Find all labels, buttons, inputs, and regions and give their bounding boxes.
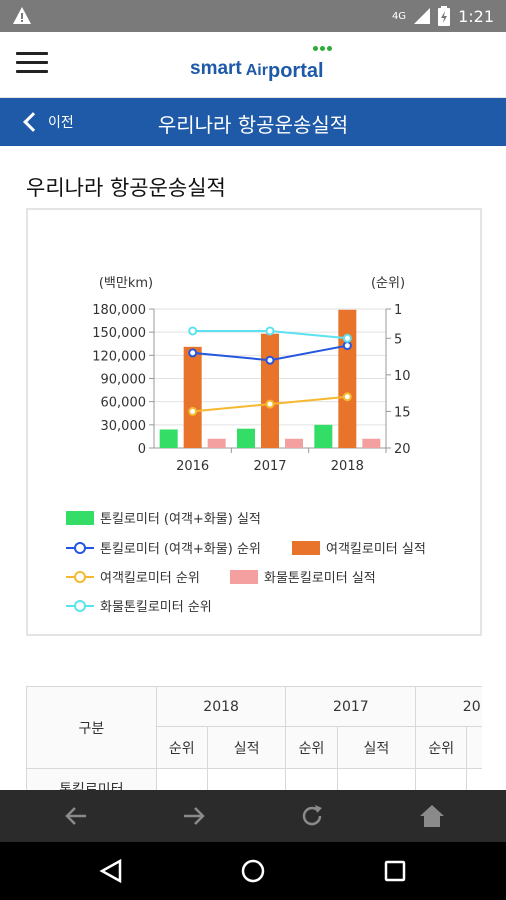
table-year-header: 2016	[415, 686, 482, 727]
legend-item[interactable]: 여객킬로미터 실적	[292, 538, 426, 557]
legend-swatch	[230, 569, 258, 584]
bar	[285, 438, 303, 448]
chevron-left-icon	[23, 112, 43, 132]
table-corner: 구분	[26, 686, 157, 769]
chart-card: 0 30,000 60,000 90,000 120,000 150,000 180,000…	[26, 208, 482, 636]
y-tick-label: 180,000	[92, 303, 146, 318]
smart-airportal-logo[interactable]: smart Air portal	[190, 46, 332, 82]
browser-nav	[0, 790, 506, 842]
circle-home-icon[interactable]	[238, 856, 268, 886]
y-axis-label: (백만km)	[99, 276, 153, 291]
hamburger-icon[interactable]	[16, 52, 48, 78]
y-tick-label: 0	[138, 442, 146, 457]
legend-item[interactable]: 화물톤킬로미터 실적	[230, 567, 376, 586]
back-button[interactable]: 이전	[20, 108, 74, 136]
table-year-header: 2017	[285, 686, 417, 727]
y-tick-label: 120,000	[92, 349, 146, 364]
clock: 1:21	[458, 6, 494, 26]
table-row-label: 톤킬로미터	[26, 768, 157, 790]
square-recents-icon[interactable]	[380, 856, 410, 886]
system-nav-bar	[0, 842, 506, 900]
table-subheader: 순위	[285, 726, 338, 769]
home-icon[interactable]	[418, 802, 446, 830]
legend-label: 여객킬로미터 실적	[326, 542, 426, 557]
warning-icon	[13, 7, 31, 24]
y2-tick-label: 15	[394, 405, 411, 420]
screen-title: 우리나라 항공운송실적	[157, 113, 349, 137]
battery-icon	[438, 6, 451, 26]
y2-axis-label: (순위)	[371, 276, 405, 291]
series-point	[188, 348, 198, 358]
legend-swatch	[66, 599, 94, 613]
series-point	[265, 399, 275, 409]
logo-dots	[312, 46, 332, 51]
series-point	[342, 392, 352, 402]
logo-smart: smart	[190, 58, 242, 79]
legend-item[interactable]: 여객킬로미터 순위	[66, 567, 200, 586]
refresh-icon[interactable]	[298, 802, 326, 830]
bar	[159, 429, 178, 448]
bar	[362, 438, 381, 448]
series-point	[188, 406, 198, 416]
title-bar: 우리나라 항공운송실적 이전	[0, 98, 506, 146]
legend-swatch	[66, 510, 94, 525]
logo-air: Air	[245, 62, 268, 79]
legend-label: 여객킬로미터 순위	[100, 571, 200, 586]
legend-item[interactable]: 톤킬로미터 (여객+화물) 순위	[66, 538, 261, 557]
bar	[314, 424, 333, 448]
y2-tick-label: 5	[394, 332, 402, 347]
y-tick-label: 60,000	[101, 396, 147, 411]
table-year-header: 2018	[155, 686, 287, 727]
table-subheader: 실적	[466, 726, 482, 769]
back-arrow-icon[interactable]	[62, 802, 90, 830]
series-point	[265, 326, 275, 336]
back-label: 이전	[48, 115, 74, 131]
triangle-back-icon[interactable]	[96, 856, 126, 886]
x-tick-label: 2018	[331, 459, 364, 474]
legend-label: 톤킬로미터 (여객+화물) 순위	[100, 542, 261, 557]
y2-tick-label: 1	[394, 303, 402, 318]
table-subheader: 순위	[415, 726, 468, 769]
table-row: 톤킬로미터	[26, 768, 482, 790]
table-subheader: 실적	[206, 726, 287, 769]
status-bar: 4G 1:21	[0, 0, 506, 32]
legend-label: 톤킬로미터 (여객+화물) 실적	[100, 512, 261, 527]
series-point	[342, 333, 352, 343]
forward-arrow-icon[interactable]	[180, 802, 208, 830]
legend-label: 화물톤킬로미터 순위	[100, 600, 212, 615]
legend-item[interactable]: 화물톤킬로미터 순위	[66, 596, 212, 615]
y-tick-label: 150,000	[92, 326, 146, 341]
legend-label: 화물톤킬로미터 실적	[264, 571, 376, 586]
legend-swatch	[66, 541, 94, 555]
legend-swatch	[292, 540, 320, 555]
x-tick-label: 2016	[176, 459, 209, 474]
y-tick-label: 30,000	[101, 419, 147, 434]
signal-icon	[414, 8, 431, 24]
table-subheader: 실적	[336, 726, 417, 769]
page-heading: 우리나라 항공운송실적	[26, 176, 226, 200]
table-subheader: 순위	[155, 726, 208, 769]
logo-portal: portal	[267, 60, 324, 82]
chart: 0 30,000 60,000 90,000 120,000 150,000 180,000…	[92, 276, 411, 474]
bar	[338, 309, 357, 448]
app-header: smart Air portal	[0, 32, 506, 98]
series-point	[265, 355, 275, 365]
y2-tick-label: 20	[394, 442, 411, 457]
stats-table: 구분 2018 2017 2016 순위 실적 순위 실적 순위 실적 톤킬로미…	[26, 686, 482, 790]
y-tick-label: 90,000	[101, 373, 147, 388]
legend-item[interactable]: 톤킬로미터 (여객+화물) 실적	[66, 508, 261, 527]
x-tick-label: 2017	[253, 459, 286, 474]
stats-table-container[interactable]: 구분 2018 2017 2016 순위 실적 순위 실적 순위 실적 톤킬로미…	[26, 686, 482, 790]
series-point	[342, 341, 352, 351]
legend-swatch	[66, 570, 94, 584]
network-label: 4G	[391, 10, 407, 22]
y2-tick-label: 10	[394, 369, 411, 384]
bar	[261, 333, 279, 448]
series-point	[188, 326, 198, 336]
bar	[183, 346, 202, 448]
bar	[237, 428, 255, 448]
bar	[207, 438, 226, 448]
